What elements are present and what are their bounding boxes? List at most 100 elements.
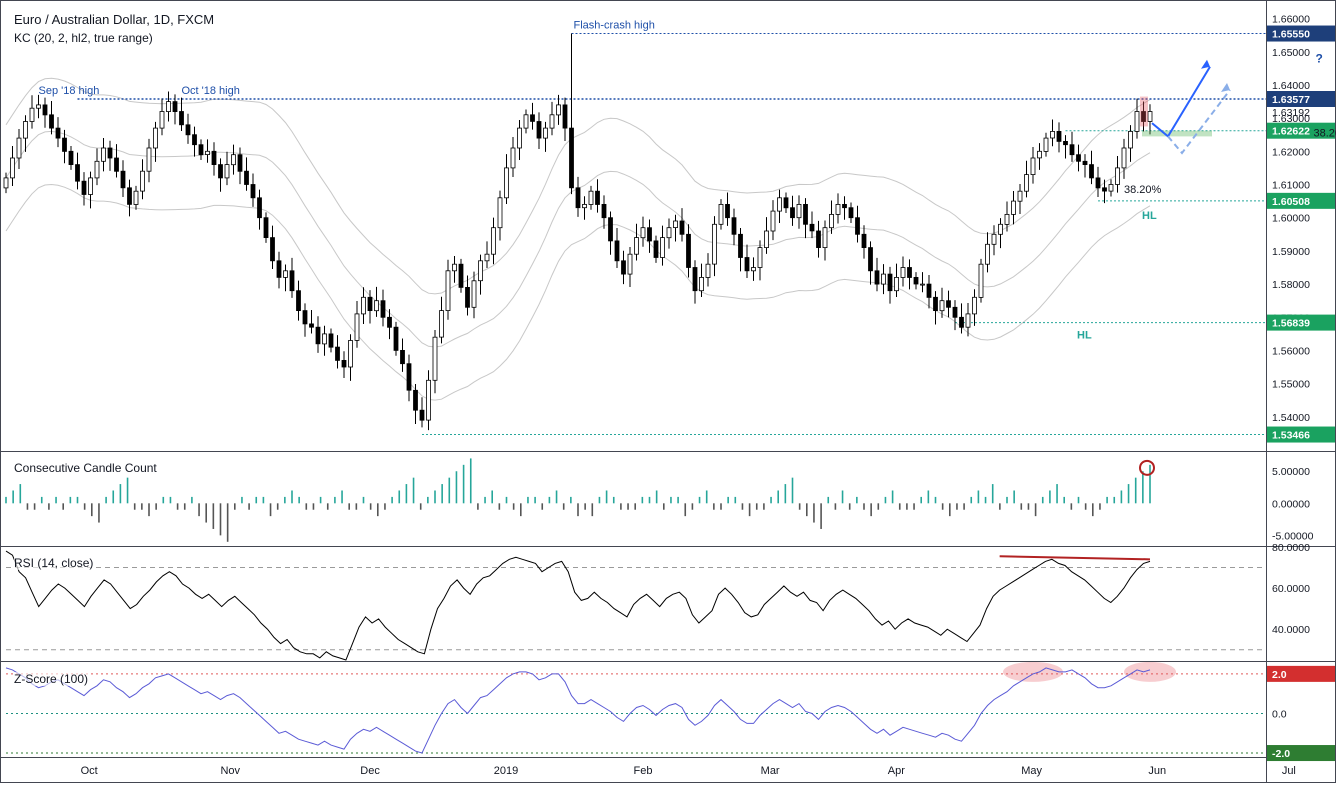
y-tick-label: 0.0 — [1272, 708, 1287, 720]
bear-candle — [276, 260, 282, 278]
bull-candle — [439, 310, 444, 338]
bear-candle — [952, 306, 958, 318]
bear-candle — [387, 316, 392, 328]
bull-candle — [777, 197, 782, 212]
y-tick-label: 1.55000 — [1272, 379, 1310, 391]
bear-candle — [848, 207, 854, 219]
bear-candle — [874, 270, 880, 285]
bear-candle — [842, 203, 847, 209]
bull-candle — [478, 260, 483, 282]
chart-title: Euro / Australian Dollar, 1D, FXCM — [14, 12, 215, 27]
bear-candle — [803, 203, 808, 225]
price-label-box — [1267, 91, 1335, 108]
zscore-label: Z-Score (100) — [14, 672, 89, 686]
bear-candle — [75, 164, 80, 182]
x-axis-label: 2019 — [494, 765, 518, 777]
y-tick-label: 2.0 — [1272, 669, 1287, 681]
bear-candle — [1063, 140, 1068, 146]
bull-candle — [1017, 190, 1023, 202]
x-axis-label: Feb — [634, 765, 653, 777]
y-tick-label: -5.00000 — [1272, 530, 1314, 542]
y-tick-label: 1.61000 — [1272, 180, 1310, 192]
fib-zone — [1142, 130, 1212, 137]
bear-candle — [679, 220, 685, 235]
bear-candle — [692, 267, 698, 292]
bear-candle — [296, 290, 301, 312]
bear-candle — [686, 233, 691, 268]
bull-candle — [627, 253, 633, 275]
bull-candle — [1115, 167, 1120, 185]
bull-candle — [153, 127, 158, 149]
annotation-label: HL — [1142, 210, 1157, 222]
bull-candle — [634, 237, 639, 255]
bear-candle — [315, 326, 321, 345]
bear-candle — [790, 207, 795, 219]
annotation-label: Sep '18 high — [39, 85, 100, 97]
rsi-label: RSI (14, close) — [14, 556, 94, 570]
y-tick-label: 1.58000 — [1272, 279, 1310, 291]
annotation-label: HL — [1077, 330, 1092, 342]
bull-candle — [939, 300, 945, 312]
bear-candle — [198, 144, 204, 156]
bull-candle — [3, 177, 9, 189]
bull-candle — [998, 223, 1003, 235]
bull-candle — [36, 104, 41, 109]
bull-candle — [10, 157, 15, 179]
bull-candle — [640, 227, 646, 239]
bear-candle — [302, 310, 308, 325]
bear-candle — [380, 300, 386, 318]
bull-candle — [666, 227, 672, 239]
bear-candle — [1069, 144, 1075, 156]
bull-candle — [510, 147, 516, 169]
bull-candle — [484, 253, 490, 262]
highlight-candle — [1140, 96, 1148, 127]
annotation-label: 38.20% — [1314, 127, 1336, 139]
bear-candle — [614, 240, 620, 262]
x-axis-label: Nov — [220, 765, 240, 777]
bull-candle — [991, 233, 997, 245]
price-label-box — [1267, 192, 1335, 209]
bull-candle — [497, 197, 503, 229]
bear-candle — [725, 203, 730, 219]
bear-candle — [744, 257, 750, 272]
bull-candle — [770, 210, 776, 232]
bear-candle — [172, 101, 178, 112]
bear-candle — [257, 197, 262, 219]
bull-candle — [88, 177, 93, 195]
bear-candle — [621, 260, 626, 275]
bull-candle — [1037, 150, 1042, 159]
bear-candle — [868, 247, 873, 272]
bear-candle — [62, 137, 67, 152]
bull-candle — [881, 273, 886, 285]
bear-candle — [1076, 154, 1081, 162]
price-label: 1.65550 — [1272, 29, 1310, 41]
bear-candle — [855, 217, 860, 235]
bull-candle — [673, 220, 678, 228]
bull-candle — [920, 283, 925, 286]
bear-candle — [211, 150, 217, 166]
bull-candle — [159, 111, 165, 129]
bull-candle — [796, 203, 802, 219]
bear-candle — [1141, 111, 1146, 122]
bear-candle — [367, 296, 373, 311]
price-label: 1.53466 — [1272, 430, 1310, 442]
highlight-circle — [1139, 459, 1155, 476]
bear-candle — [185, 124, 191, 136]
annotation-label: 38.20% — [1124, 184, 1162, 196]
bear-candle — [595, 190, 600, 205]
bear-candle — [120, 170, 126, 189]
bear-candle — [536, 121, 542, 139]
bear-candle — [335, 346, 340, 361]
bear-candle — [55, 127, 61, 139]
bull-candle — [829, 213, 834, 229]
bear-candle — [81, 180, 87, 195]
bull-candle — [16, 137, 22, 159]
bull-candle — [660, 237, 665, 258]
bear-candle — [192, 134, 197, 146]
rsi-line — [5, 550, 1151, 661]
keltner-upper-band — [5, 77, 1151, 295]
bull-candle — [972, 296, 977, 315]
bear-candle — [907, 267, 912, 278]
x-axis-label: Oct — [81, 765, 98, 777]
